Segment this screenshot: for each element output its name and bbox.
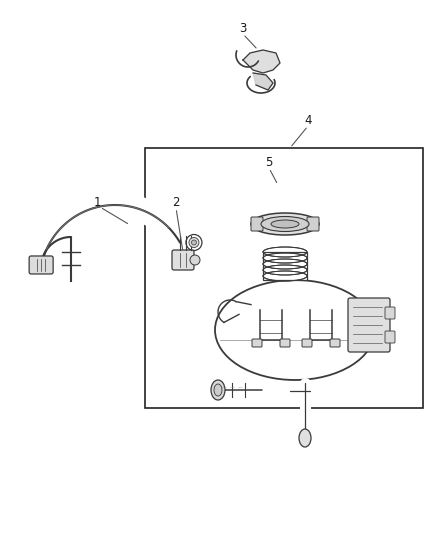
Ellipse shape: [261, 216, 309, 231]
Text: 4: 4: [304, 114, 312, 126]
Text: 1: 1: [93, 196, 101, 208]
FancyBboxPatch shape: [385, 307, 395, 319]
FancyBboxPatch shape: [280, 339, 290, 347]
Ellipse shape: [211, 380, 225, 400]
Polygon shape: [243, 50, 280, 73]
FancyBboxPatch shape: [348, 298, 390, 352]
FancyBboxPatch shape: [252, 339, 262, 347]
Ellipse shape: [215, 280, 375, 380]
Text: 5: 5: [265, 156, 273, 168]
FancyBboxPatch shape: [307, 217, 319, 231]
Ellipse shape: [271, 220, 299, 228]
FancyBboxPatch shape: [172, 250, 194, 270]
Bar: [263, 252, 307, 280]
Circle shape: [190, 255, 200, 265]
Bar: [145, 148, 423, 408]
FancyBboxPatch shape: [29, 256, 53, 274]
Ellipse shape: [214, 384, 222, 396]
Circle shape: [186, 235, 202, 251]
FancyBboxPatch shape: [385, 331, 395, 343]
Text: 2: 2: [172, 196, 180, 208]
Polygon shape: [253, 73, 273, 90]
Text: 3: 3: [239, 21, 247, 35]
FancyBboxPatch shape: [302, 339, 312, 347]
Circle shape: [189, 238, 199, 247]
FancyBboxPatch shape: [251, 217, 263, 231]
Ellipse shape: [251, 213, 319, 235]
Ellipse shape: [299, 429, 311, 447]
Circle shape: [191, 240, 197, 245]
FancyBboxPatch shape: [330, 339, 340, 347]
